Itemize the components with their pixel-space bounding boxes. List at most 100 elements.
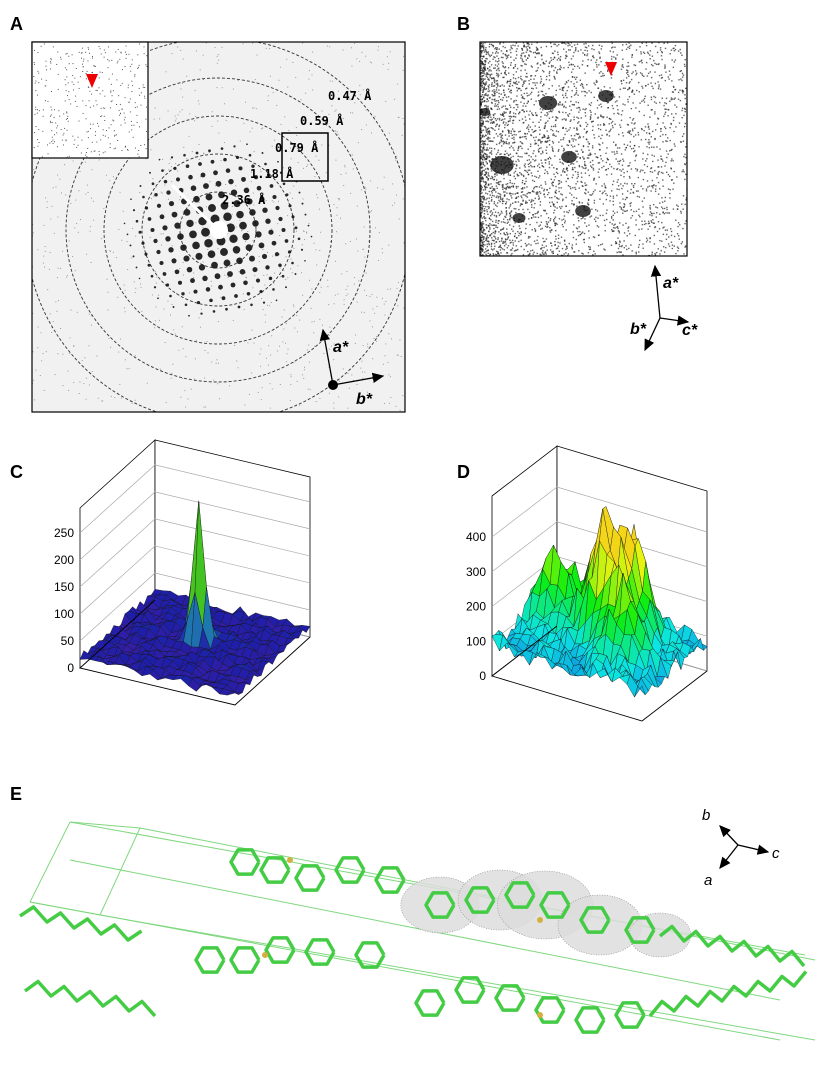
noise (497, 152, 498, 153)
noise (525, 120, 526, 121)
noise (527, 251, 528, 252)
noise (528, 164, 529, 165)
noise (506, 228, 507, 229)
noise (508, 67, 509, 68)
noise (345, 166, 346, 167)
noise (377, 187, 378, 188)
noise (576, 127, 577, 128)
noise (592, 126, 593, 127)
noise (558, 131, 559, 132)
spot (236, 211, 244, 219)
noise (660, 47, 661, 48)
noise (576, 87, 577, 88)
noise (483, 147, 484, 148)
noise (583, 145, 584, 146)
noise (546, 112, 547, 113)
noise (595, 62, 596, 63)
noise (496, 251, 497, 252)
noise (83, 61, 84, 62)
noise (666, 172, 667, 173)
noise (91, 198, 92, 199)
noise (109, 79, 110, 80)
noise (526, 244, 527, 245)
noise (487, 168, 488, 169)
noise (621, 80, 622, 81)
noise (502, 84, 503, 85)
noise (593, 179, 594, 180)
noise (42, 131, 43, 132)
noise (528, 170, 529, 171)
noise (510, 157, 511, 158)
noise (516, 164, 517, 165)
noise (107, 279, 108, 280)
noise (632, 71, 633, 72)
noise (509, 224, 510, 225)
noise (481, 82, 482, 83)
noise (494, 130, 495, 131)
noise (497, 68, 498, 69)
noise (399, 339, 400, 340)
noise (511, 48, 512, 49)
noise (552, 53, 553, 54)
noise (647, 75, 648, 76)
noise (498, 93, 499, 94)
noise (557, 52, 558, 53)
panel-label: B (457, 14, 470, 34)
noise (485, 121, 486, 122)
noise (647, 154, 648, 155)
noise (316, 156, 317, 157)
noise (538, 177, 539, 178)
noise (556, 223, 557, 224)
spot (598, 90, 614, 102)
noise (485, 206, 486, 207)
noise (509, 213, 510, 214)
spot (262, 208, 267, 213)
panel-label: D (457, 462, 470, 482)
noise (548, 135, 549, 136)
noise (504, 124, 505, 125)
noise (624, 144, 625, 145)
noise (591, 60, 592, 61)
noise (366, 273, 367, 274)
noise (178, 114, 179, 115)
noise (545, 169, 546, 170)
noise (558, 246, 559, 247)
noise (595, 183, 596, 184)
noise (44, 267, 45, 268)
noise (314, 346, 315, 347)
noise (669, 150, 670, 151)
noise (541, 112, 542, 113)
noise (532, 175, 533, 176)
noise (657, 207, 658, 208)
noise (220, 160, 221, 161)
noise (536, 115, 537, 116)
noise (617, 179, 618, 180)
noise (666, 157, 667, 158)
noise (331, 346, 332, 347)
noise (641, 186, 642, 187)
noise (643, 76, 644, 77)
noise (96, 141, 97, 142)
noise (123, 211, 124, 212)
noise (639, 196, 640, 197)
noise (370, 62, 371, 63)
noise (636, 49, 637, 50)
noise (591, 194, 592, 195)
noise (566, 174, 567, 175)
noise (630, 134, 631, 135)
noise (262, 249, 263, 250)
noise (584, 233, 585, 234)
noise (561, 174, 562, 175)
noise (534, 140, 535, 141)
noise (488, 88, 489, 89)
noise (501, 107, 502, 108)
noise (366, 109, 367, 110)
noise (481, 43, 482, 44)
noise (503, 221, 504, 222)
noise (573, 52, 574, 53)
noise (139, 65, 140, 66)
noise (481, 146, 482, 147)
noise (203, 261, 204, 262)
noise (92, 56, 93, 57)
spot (181, 292, 184, 295)
